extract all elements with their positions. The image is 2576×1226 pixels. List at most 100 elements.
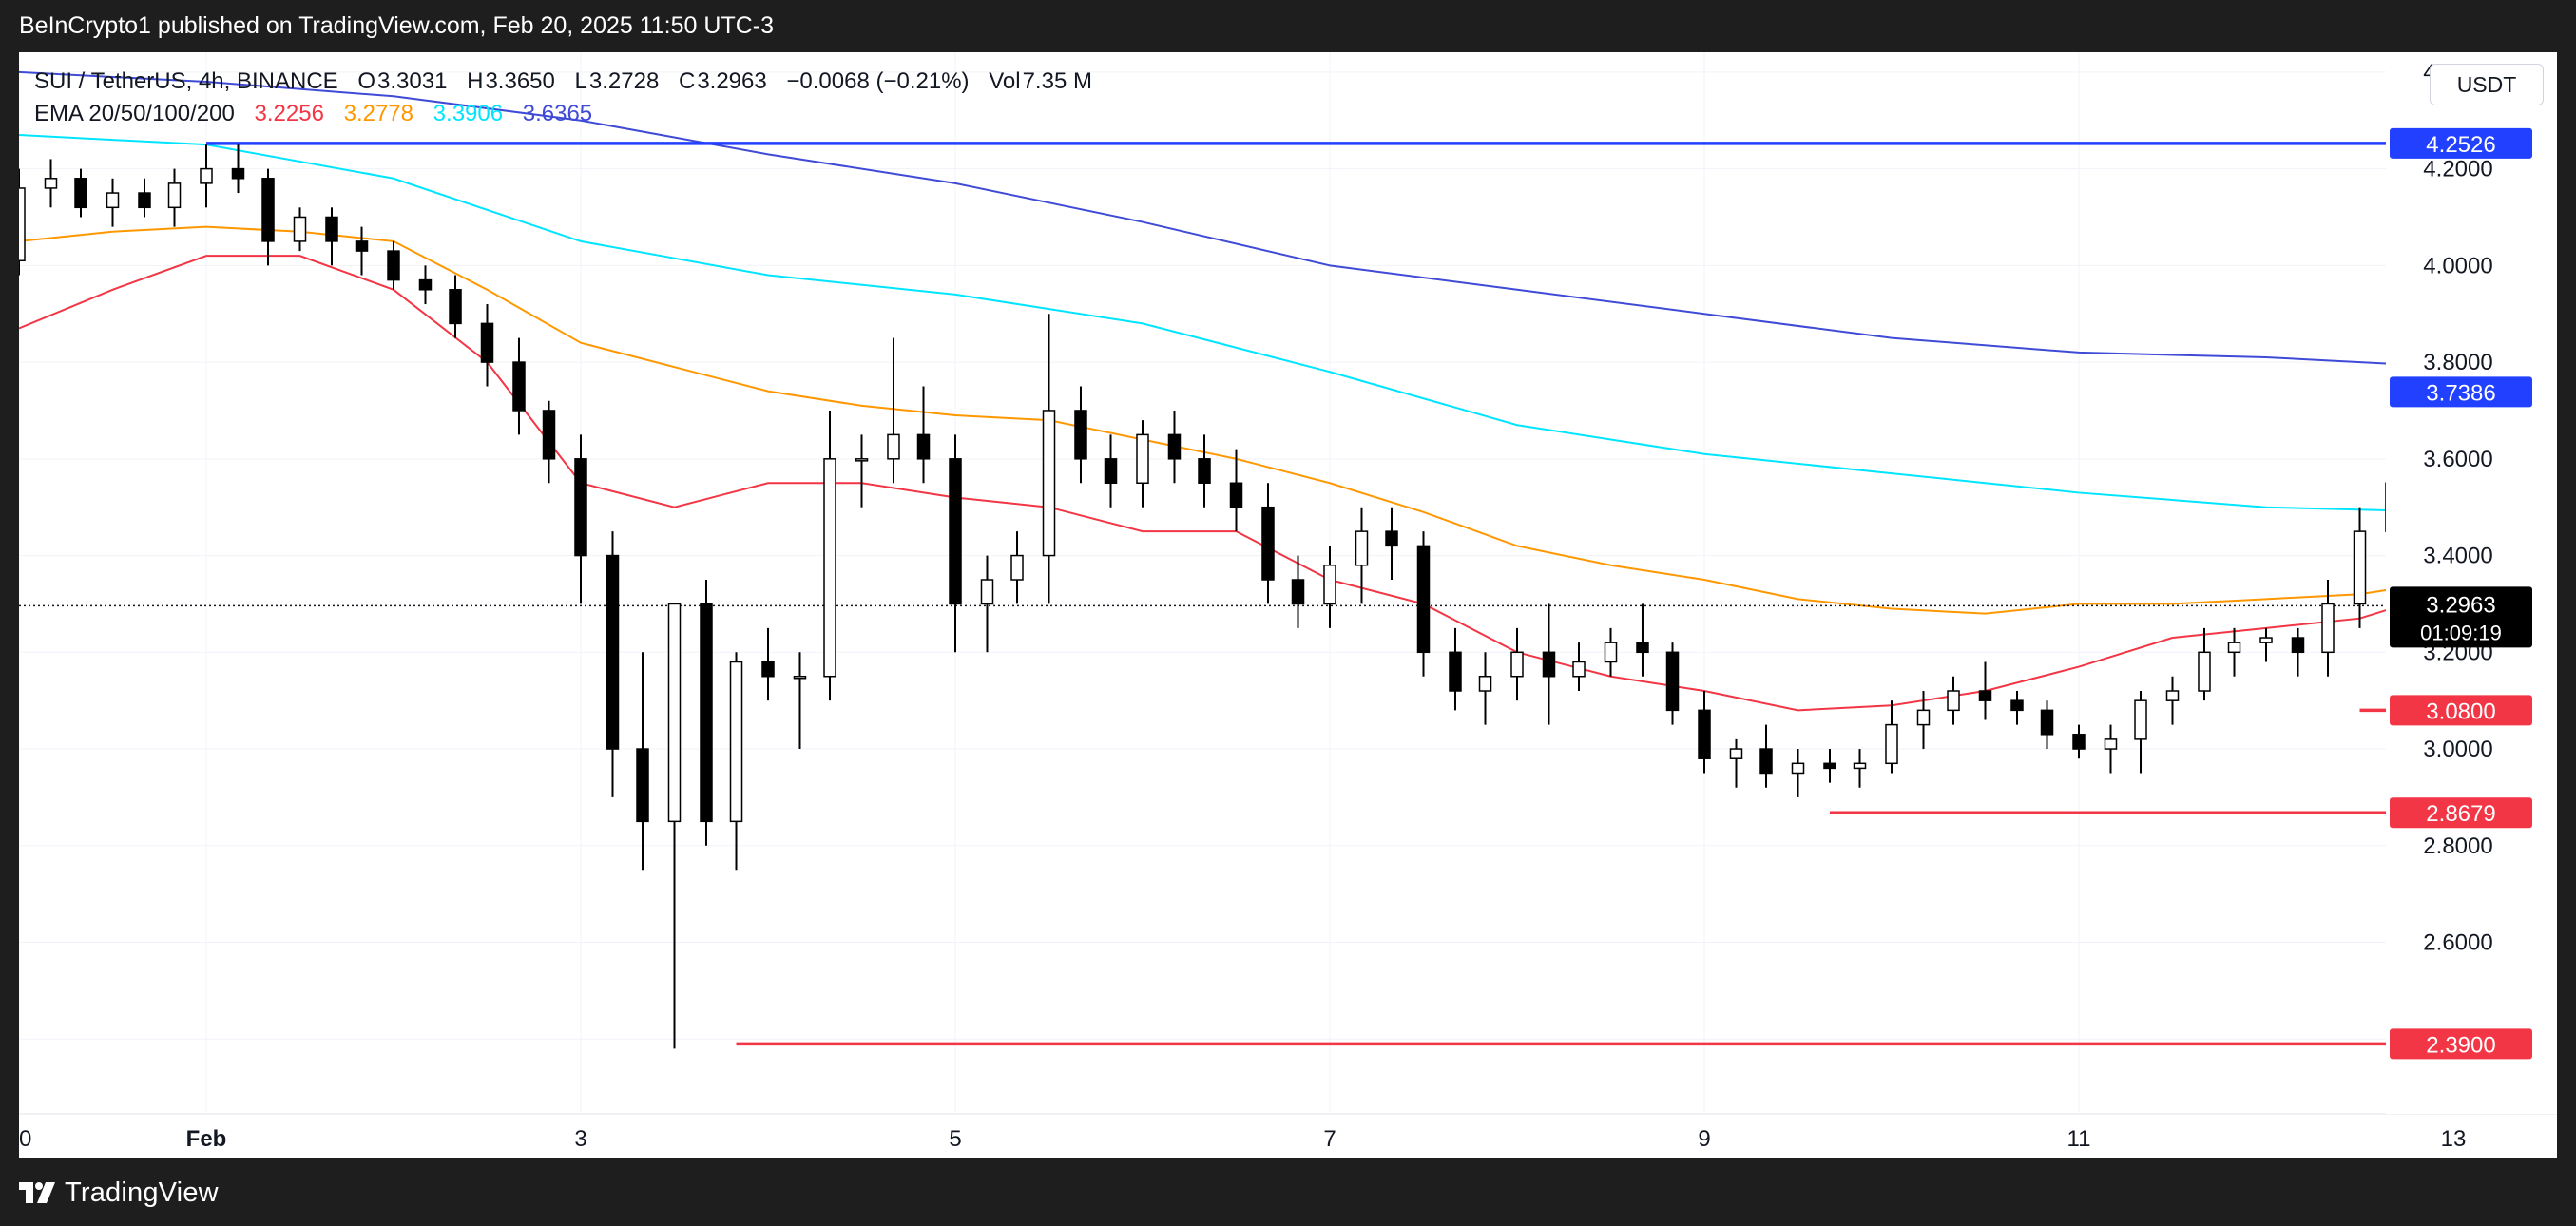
candle[interactable] [1665,642,1680,725]
candle[interactable] [1885,700,1898,774]
candle[interactable] [1604,627,1618,677]
candle[interactable] [2072,724,2086,759]
candle[interactable] [574,434,587,604]
candle[interactable] [2040,700,2054,750]
candle[interactable] [200,144,213,208]
price-chart[interactable]: 4.40004.20004.00003.80003.60003.40003.20… [19,52,2557,1158]
candle[interactable] [2353,507,2367,628]
candle[interactable] [1478,652,1492,725]
candle[interactable] [387,240,400,290]
candle[interactable] [2259,627,2273,662]
candle[interactable] [1791,749,1805,797]
candle[interactable] [1323,546,1336,628]
ema50-value: 3.2778 [343,101,413,126]
candle[interactable] [1636,603,1649,677]
chart-panel[interactable]: 4.40004.20004.00003.80003.60003.40003.20… [19,52,2557,1158]
candle[interactable] [2291,627,2305,677]
resistance-level-badge[interactable]: 3.7386 [2390,376,2532,408]
candle[interactable] [1261,483,1275,604]
candle[interactable] [793,652,807,750]
candle[interactable] [636,652,649,871]
candle[interactable] [606,531,620,797]
ema-label[interactable]: EMA 20/50/100/200 [34,101,235,126]
candle[interactable] [1167,410,1182,484]
candle[interactable] [1823,749,1836,783]
candle[interactable] [74,168,87,218]
candle[interactable] [2010,691,2024,725]
price-scale[interactable] [2386,52,2557,1114]
candle[interactable] [1136,420,1149,508]
candle[interactable] [1916,691,1931,750]
candle[interactable] [542,400,556,484]
candle[interactable] [293,207,307,252]
candle[interactable] [700,580,713,846]
candle[interactable] [2227,627,2241,677]
candle[interactable] [480,304,494,387]
candle[interactable] [1729,738,1743,788]
resistance-level-badge[interactable]: 4.2526 [2390,127,2532,159]
candle[interactable] [138,178,151,218]
candle[interactable] [1572,642,1586,691]
candle[interactable] [2165,676,2180,725]
candle-body [1385,530,1398,547]
candle[interactable] [1978,661,1992,720]
candle[interactable] [1355,507,1369,604]
candle[interactable] [19,168,26,276]
candle[interactable] [44,159,58,208]
candle[interactable] [1416,531,1431,677]
candle[interactable] [1947,676,1960,725]
candle-body [1010,554,1024,581]
candle[interactable] [261,168,275,266]
candle[interactable] [1385,507,1398,580]
candle[interactable] [1229,449,1243,532]
candle[interactable] [1510,627,1524,701]
candle[interactable] [449,275,462,338]
candle-body [793,675,807,680]
candle[interactable] [1198,434,1211,508]
candle[interactable] [1853,749,1867,788]
candle[interactable] [729,652,743,871]
candle[interactable] [2104,724,2118,774]
candle[interactable] [1542,603,1556,725]
candle[interactable] [167,168,182,227]
candle-body [2227,642,2241,654]
candle[interactable] [418,265,433,305]
candle-body [200,167,213,184]
candle[interactable] [980,555,994,653]
candle[interactable] [2321,580,2335,677]
currency-button[interactable]: USDT [2430,64,2544,105]
current-price-badge[interactable]: 3.2963 01:09:19 [2390,586,2532,648]
candle[interactable] [2198,627,2211,701]
candle[interactable] [512,337,526,435]
candle[interactable] [1698,691,1711,774]
candle[interactable] [1104,434,1118,508]
candle-body [1916,709,1931,726]
candle[interactable] [1074,386,1087,484]
candle[interactable] [855,434,869,508]
candle[interactable] [1449,627,1462,711]
tradingview-icon [19,1182,55,1203]
support-level-badge[interactable]: 2.3900 [2390,1028,2532,1060]
candle[interactable] [355,226,369,276]
candle[interactable] [1291,555,1305,628]
symbol-label[interactable]: SUI / TetherUS, 4h, BINANCE [34,68,338,94]
candle[interactable] [887,337,900,484]
tradingview-logo[interactable]: TradingView [19,1177,219,1209]
candle[interactable] [1010,531,1024,604]
candle-body [355,240,369,252]
candle[interactable] [2134,691,2147,774]
candle[interactable] [106,178,120,227]
candle[interactable] [949,434,962,653]
candle[interactable] [325,207,338,266]
candle[interactable] [1042,314,1056,604]
candle[interactable] [823,410,836,701]
candle[interactable] [916,386,931,484]
support-level-badge[interactable]: 2.8679 [2390,797,2532,829]
support-level-badge[interactable]: 3.0800 [2390,695,2532,726]
candle[interactable] [231,144,245,194]
price-tick-label: 3.4000 [2423,544,2492,569]
candle[interactable] [761,627,775,701]
candle[interactable] [1759,724,1773,788]
badge-label: 2.8679 [2426,801,2495,827]
candle[interactable] [667,603,682,1049]
